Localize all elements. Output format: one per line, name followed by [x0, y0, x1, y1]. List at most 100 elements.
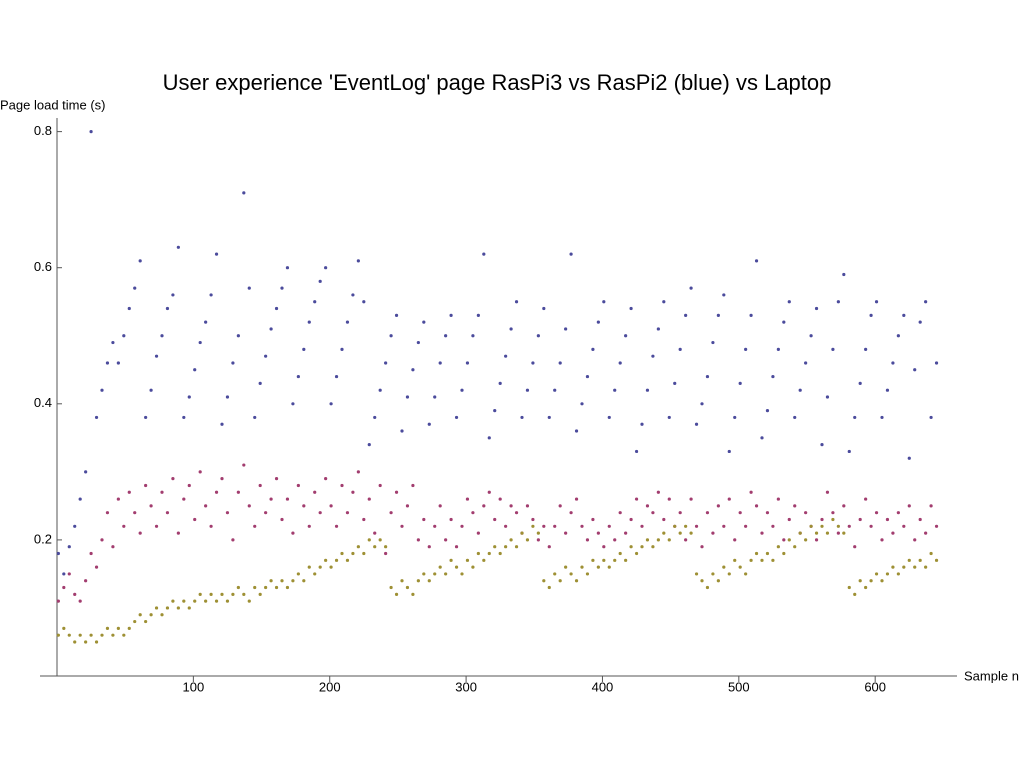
data-point: [711, 531, 715, 535]
x-tick-label: 500: [728, 679, 750, 694]
data-point: [204, 599, 208, 603]
data-point: [73, 524, 77, 528]
data-point: [334, 524, 339, 528]
data-point: [831, 511, 835, 515]
data-point: [836, 531, 840, 535]
data-point: [853, 592, 857, 596]
data-point: [193, 599, 197, 603]
x-tick-label: 400: [592, 679, 614, 694]
data-point: [924, 300, 928, 304]
data-point: [722, 293, 726, 297]
data-point: [656, 538, 660, 542]
data-point: [934, 558, 939, 562]
x-tick-label: 600: [864, 679, 886, 694]
data-point: [454, 545, 459, 549]
data-point: [78, 633, 82, 637]
data-point: [427, 545, 431, 549]
data-point: [684, 524, 688, 528]
data-point: [307, 524, 311, 528]
data-point: [476, 313, 480, 317]
data-point: [858, 579, 862, 583]
data-point: [634, 497, 639, 501]
data-point: [542, 306, 546, 311]
data-point: [569, 252, 573, 256]
data-point: [389, 585, 393, 590]
data-point: [885, 517, 890, 522]
data-point: [700, 545, 704, 549]
data-point: [787, 300, 791, 304]
data-point: [94, 565, 99, 569]
data-point: [280, 517, 284, 522]
data-point: [362, 517, 366, 522]
data-point: [482, 504, 486, 508]
data-point: [345, 511, 350, 515]
data-point: [825, 531, 830, 535]
data-point: [874, 511, 879, 515]
data-point: [716, 313, 720, 317]
data-point: [613, 558, 617, 562]
data-point: [389, 511, 393, 515]
data-point: [296, 572, 300, 576]
data-point: [214, 490, 219, 494]
data-point: [122, 334, 126, 338]
data-point: [454, 415, 459, 420]
data-point: [149, 613, 153, 617]
data-point: [482, 558, 486, 562]
data-point: [765, 409, 770, 413]
data-point: [678, 347, 682, 351]
data-point: [514, 300, 519, 304]
data-point: [253, 415, 257, 420]
x-tick-label: 200: [319, 679, 341, 694]
data-point: [154, 354, 159, 358]
data-point: [225, 599, 230, 603]
data-point: [400, 429, 404, 433]
data-point: [656, 490, 660, 494]
data-point: [302, 347, 306, 351]
data-point: [624, 334, 628, 338]
data-point: [869, 579, 873, 583]
data-point: [329, 565, 333, 569]
data-point: [67, 633, 71, 637]
data-point: [187, 606, 191, 610]
data-point: [640, 422, 644, 426]
data-point: [618, 361, 622, 365]
data-point: [918, 558, 922, 562]
y-tick-label: 0.2: [34, 531, 52, 546]
data-point: [820, 524, 824, 528]
data-point: [264, 354, 268, 358]
data-point: [405, 585, 410, 590]
data-point: [356, 470, 360, 474]
data-point: [214, 599, 219, 603]
data-point: [694, 422, 699, 426]
data-point: [182, 497, 186, 501]
data-point: [291, 531, 295, 535]
data-point: [793, 504, 797, 508]
data-point: [373, 531, 377, 535]
data-point: [144, 619, 148, 624]
data-point: [144, 483, 148, 488]
data-point: [580, 402, 584, 406]
data-point: [160, 490, 164, 494]
data-point: [640, 524, 644, 528]
data-point: [564, 531, 568, 535]
data-point: [438, 504, 442, 508]
data-point: [340, 347, 344, 351]
data-point: [525, 388, 530, 392]
data-point: [749, 490, 753, 494]
y-axis-label: Page load time (s): [0, 97, 106, 112]
data-point: [754, 259, 759, 263]
data-point: [722, 524, 726, 528]
data-point: [454, 565, 459, 569]
data-point: [782, 320, 786, 324]
data-point: [465, 497, 470, 501]
data-point: [934, 524, 939, 528]
data-point: [744, 347, 748, 351]
data-point: [105, 361, 110, 365]
data-point: [716, 579, 720, 583]
data-point: [111, 545, 115, 549]
data-point: [689, 531, 693, 535]
data-point: [907, 558, 911, 562]
data-point: [585, 538, 590, 542]
x-tick-label: 100: [183, 679, 205, 694]
data-point: [400, 579, 404, 583]
